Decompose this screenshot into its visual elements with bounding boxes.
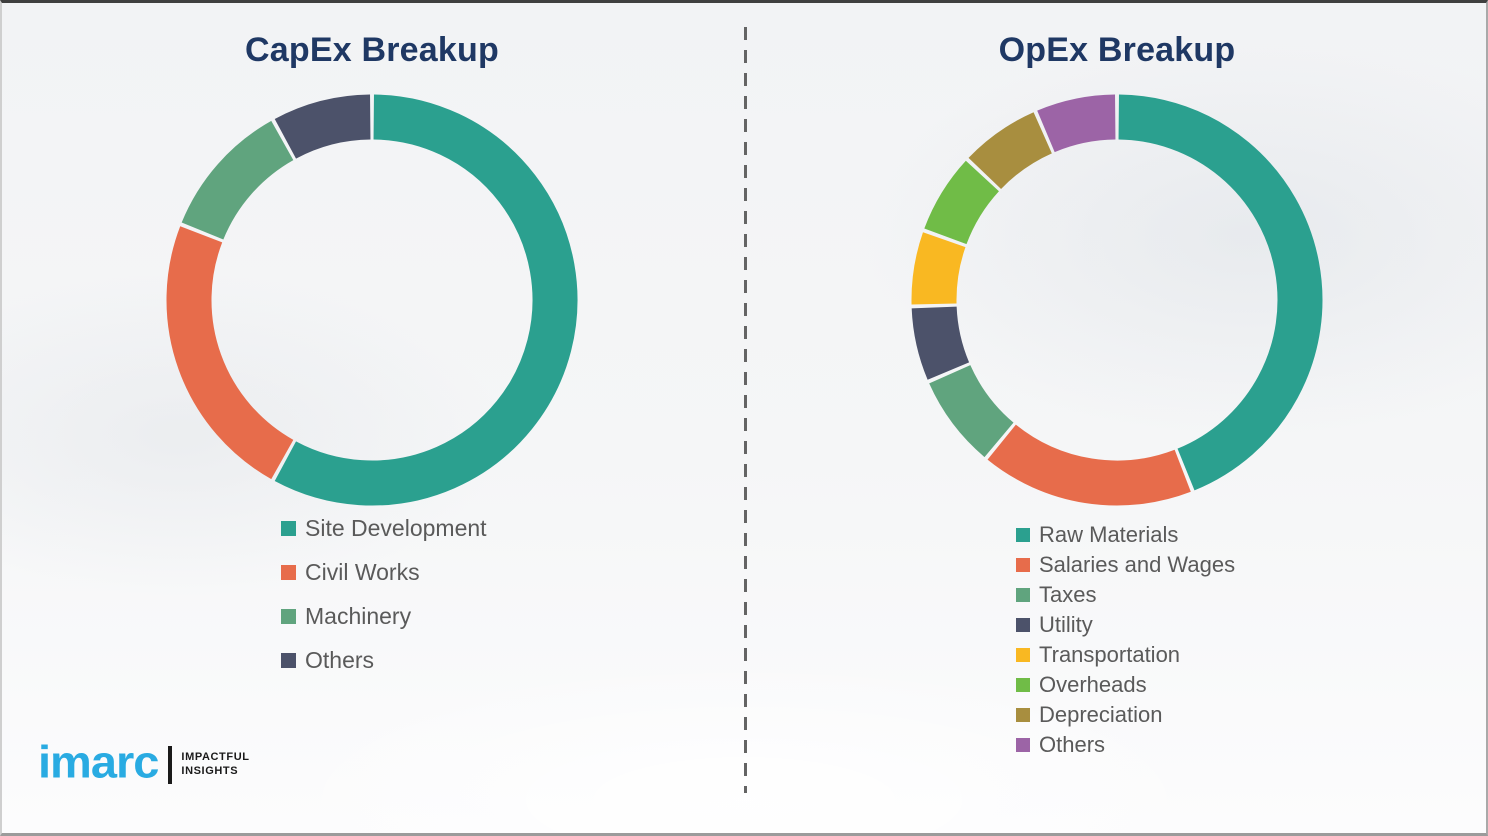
legend-label-raw-materials: Raw Materials xyxy=(1039,521,1179,547)
donut-segment-machinery xyxy=(181,120,294,241)
capex-legend: Site Development Civil Works Machinery Othe… xyxy=(281,516,487,673)
donut-segment-civil-works xyxy=(166,226,294,480)
imarc-tagline-line2: INSIGHTS xyxy=(181,764,239,777)
legend-label-civil-works: Civil Works xyxy=(305,559,420,585)
legend-item-transportation: Transportation xyxy=(1016,642,1235,667)
legend-label-taxes: Taxes xyxy=(1039,581,1097,607)
legend-item-others: Others xyxy=(281,648,487,673)
legend-swatch-others xyxy=(1016,737,1030,752)
opex-donut-chart xyxy=(911,94,1323,506)
legend-swatch-salaries-and-wages xyxy=(1016,557,1030,572)
legend-label-transportation: Transportation xyxy=(1039,641,1181,667)
legend-label-machinery: Machinery xyxy=(305,603,412,629)
legend-label-overheads: Overheads xyxy=(1039,671,1147,697)
legend-item-utility: Utility xyxy=(1016,612,1235,637)
legend-item-civil-works: Civil Works xyxy=(281,560,487,585)
legend-item-salaries-and-wages: Salaries and Wages xyxy=(1016,552,1235,577)
legend-swatch-transportation xyxy=(1016,647,1030,662)
donut-segment-depreciation xyxy=(968,112,1053,190)
legend-swatch-raw-materials xyxy=(1016,527,1030,542)
donut-svg xyxy=(911,94,1323,506)
donut-segment-overheads xyxy=(924,160,1000,245)
legend-swatch-depreciation xyxy=(1016,707,1030,722)
legend-label-others: Others xyxy=(1039,731,1106,757)
legend-item-site-development: Site Development xyxy=(281,516,487,541)
imarc-logo-divider-bar xyxy=(168,745,173,784)
legend-swatch-civil-works xyxy=(281,565,296,580)
legend-swatch-taxes xyxy=(1016,587,1030,602)
imarc-logo-wordmark: imarc xyxy=(38,736,159,787)
donut-segment-taxes xyxy=(929,364,1014,458)
donut-segment-salaries-and-wages xyxy=(987,424,1191,506)
legend-label-utility: Utility xyxy=(1039,611,1093,637)
imarc-logo-tagline: IMPACTFUL INSIGHTS xyxy=(181,751,249,779)
legend-swatch-machinery xyxy=(281,609,296,624)
legend-label-salaries-and-wages: Salaries and Wages xyxy=(1039,551,1236,577)
legend-item-taxes: Taxes xyxy=(1016,582,1235,607)
donut-segment-site-development xyxy=(274,94,578,506)
legend-swatch-overheads xyxy=(1016,677,1030,692)
legend-swatch-site-development xyxy=(281,521,296,536)
legend-swatch-others xyxy=(281,653,296,668)
legend-label-site-development: Site Development xyxy=(305,515,487,541)
opex-legend: Raw Materials Salaries and Wages Taxes Util… xyxy=(1016,522,1235,757)
legend-item-raw-materials: Raw Materials xyxy=(1016,522,1235,547)
legend-item-overheads: Overheads xyxy=(1016,672,1235,697)
legend-item-depreciation: Depreciation xyxy=(1016,702,1235,727)
legend-item-others: Others xyxy=(1016,732,1235,757)
donut-segment-utility xyxy=(911,305,970,380)
capex-donut-chart xyxy=(166,94,578,506)
capex-chart-title: CapEx Breakup xyxy=(245,31,499,69)
legend-item-machinery: Machinery xyxy=(281,604,487,629)
legend-label-depreciation: Depreciation xyxy=(1039,701,1163,727)
imarc-logo: imarc IMPACTFUL INSIGHTS xyxy=(38,738,250,785)
donut-segment-others xyxy=(274,94,372,159)
donut-svg xyxy=(166,94,578,506)
imarc-tagline-line1: IMPACTFUL xyxy=(181,750,250,763)
donut-segment-raw-materials xyxy=(1118,94,1323,491)
donut-segment-transportation xyxy=(911,232,966,305)
opex-chart-title: OpEx Breakup xyxy=(998,31,1236,69)
legend-label-others: Others xyxy=(305,647,375,673)
donut-segment-others xyxy=(1037,94,1117,153)
legend-swatch-utility xyxy=(1016,617,1030,632)
vertical-dashed-divider xyxy=(744,27,747,793)
